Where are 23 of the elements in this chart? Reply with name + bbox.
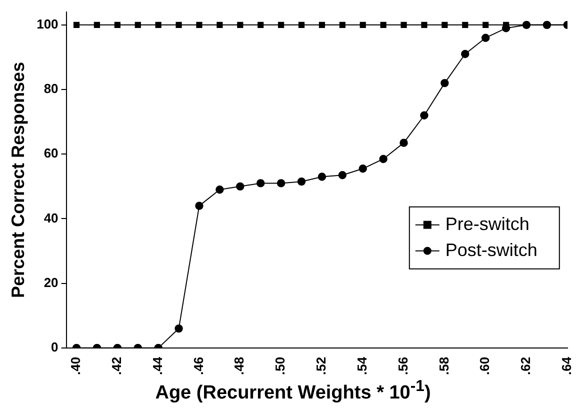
x-tick-label: .60 (477, 356, 492, 376)
legend-label: Post-switch (445, 240, 538, 260)
x-tick-label: .40 (68, 356, 84, 376)
x-tick-label: .44 (150, 356, 165, 376)
y-axis-title: Percent Correct Responses (8, 62, 28, 298)
x-tick-label: .64 (558, 356, 574, 376)
x-axis-title: Age (Recurrent Weights * 10$^{-1}$) (154, 378, 432, 404)
y-tick-label: 100 (36, 16, 58, 32)
x-tick-label: .62 (518, 356, 534, 376)
x-tick-label: .42 (109, 356, 124, 376)
x-tick-label: .48 (232, 356, 247, 376)
x-tick-label: .54 (354, 356, 370, 376)
y-tick-label: 0 (51, 340, 58, 355)
y-tick-label: 60 (44, 146, 58, 161)
x-tick-label: .52 (314, 356, 329, 376)
x-tick-label: .58 (436, 356, 452, 376)
y-tick-label: 40 (44, 210, 58, 226)
x-tick-label: .50 (272, 356, 288, 376)
y-tick-label: 20 (44, 274, 58, 290)
y-tick-label: 80 (44, 81, 58, 96)
x-tick-label: .56 (395, 356, 410, 376)
x-tick-label: .46 (190, 356, 206, 376)
legend-label: Pre-switch (445, 214, 530, 234)
